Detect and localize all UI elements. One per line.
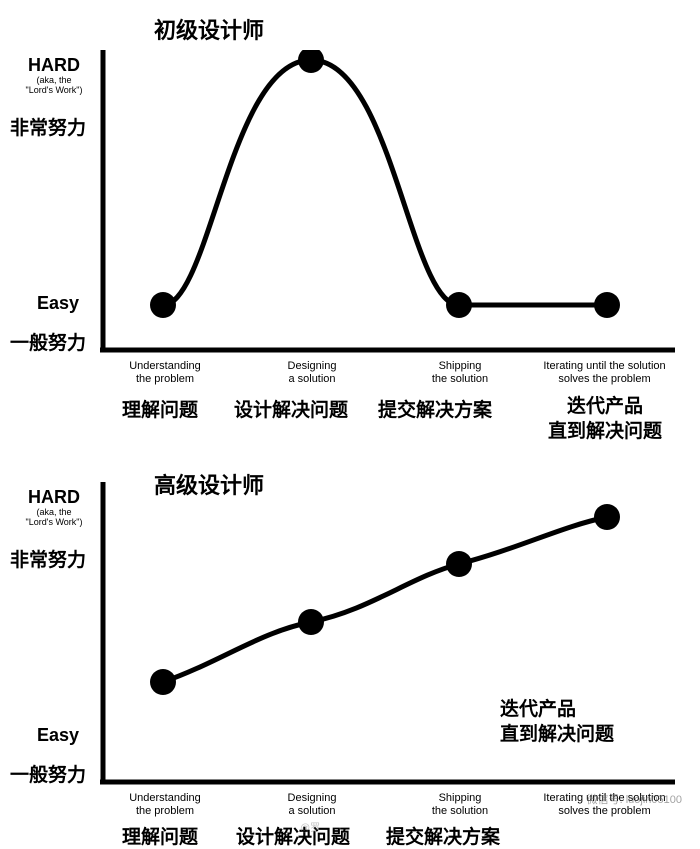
chart1-x2-cn: 设计解决问题 <box>216 395 366 422</box>
chart1-x4-en: Iterating until the solutionsolves the p… <box>522 360 687 386</box>
chart2-x1-cn: 理解问题 <box>100 822 220 849</box>
chart1-plot <box>100 50 680 360</box>
chart1-y-hard-cn: 非常努力 <box>10 113 86 140</box>
chart1-y-hard-en: HARD <box>14 55 94 76</box>
chart1-x3-en: Shippingthe solution <box>410 360 510 386</box>
chart2-container: 高级设计师 HARD (aka, the"Lord's Work") 非常努力 … <box>0 455 700 845</box>
chart2-y-hard-cn: 非常努力 <box>10 545 86 572</box>
chart1-x1-en: Understandingthe problem <box>115 360 215 386</box>
chart1-title: 初级设计师 <box>154 13 264 45</box>
chart1-container: 初级设计师 HARD (aka, the"Lord's Work") 非常努力 … <box>0 0 700 460</box>
chart1-y-easy-en: Easy <box>28 293 88 314</box>
watermark-wechat: 微信号: luojin05100 <box>587 791 682 807</box>
chart1-x4-cn: 迭代产品直到解决问题 <box>520 395 690 444</box>
chart1-x3-cn: 提交解决方案 <box>360 395 510 422</box>
chart2-y-hard-sub: (aka, the"Lord's Work") <box>14 508 94 528</box>
chart2-annotation: 迭代产品直到解决问题 <box>500 698 690 747</box>
chart2-x3-cn: 提交解决方案 <box>363 822 523 849</box>
chart2-x2-en: Designinga solution <box>262 792 362 818</box>
chart2-x3-en: Shippingthe solution <box>410 792 510 818</box>
chart2-x1-en: Understandingthe problem <box>115 792 215 818</box>
chart1-x1-cn: 理解问题 <box>100 395 220 422</box>
chart1-y-easy-cn: 一般努力 <box>10 328 86 355</box>
chart2-y-easy-en: Easy <box>28 725 88 746</box>
chart2-y-easy-cn: 一般努力 <box>10 760 86 787</box>
chart2-x2-cn: 设计解决问题 <box>213 822 373 849</box>
chart1-x2-en: Designinga solution <box>262 360 362 386</box>
watermark-weibo: @罗 <box>300 819 320 834</box>
chart2-y-hard-en: HARD <box>14 487 94 508</box>
chart1-y-hard-sub: (aka, the"Lord's Work") <box>14 76 94 96</box>
